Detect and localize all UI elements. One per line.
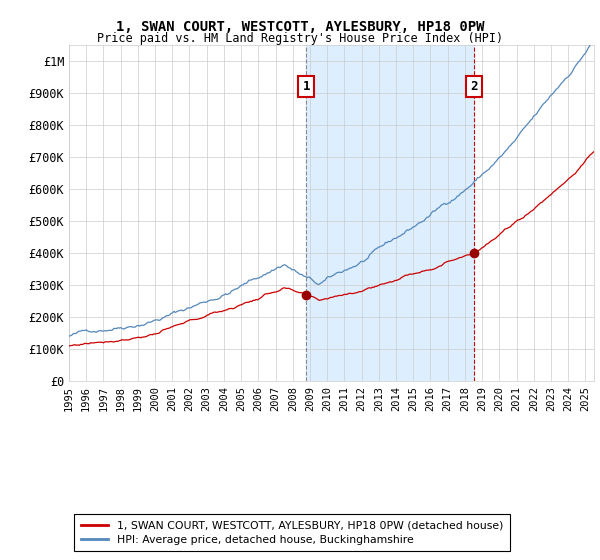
Text: Price paid vs. HM Land Registry's House Price Index (HPI): Price paid vs. HM Land Registry's House … — [97, 32, 503, 45]
Text: 2: 2 — [470, 80, 478, 93]
Legend: 1, SWAN COURT, WESTCOTT, AYLESBURY, HP18 0PW (detached house), HPI: Average pric: 1, SWAN COURT, WESTCOTT, AYLESBURY, HP18… — [74, 514, 509, 551]
Text: 1, SWAN COURT, WESTCOTT, AYLESBURY, HP18 0PW: 1, SWAN COURT, WESTCOTT, AYLESBURY, HP18… — [116, 20, 484, 34]
Bar — [307, 45, 475, 381]
Text: 1: 1 — [302, 80, 310, 93]
